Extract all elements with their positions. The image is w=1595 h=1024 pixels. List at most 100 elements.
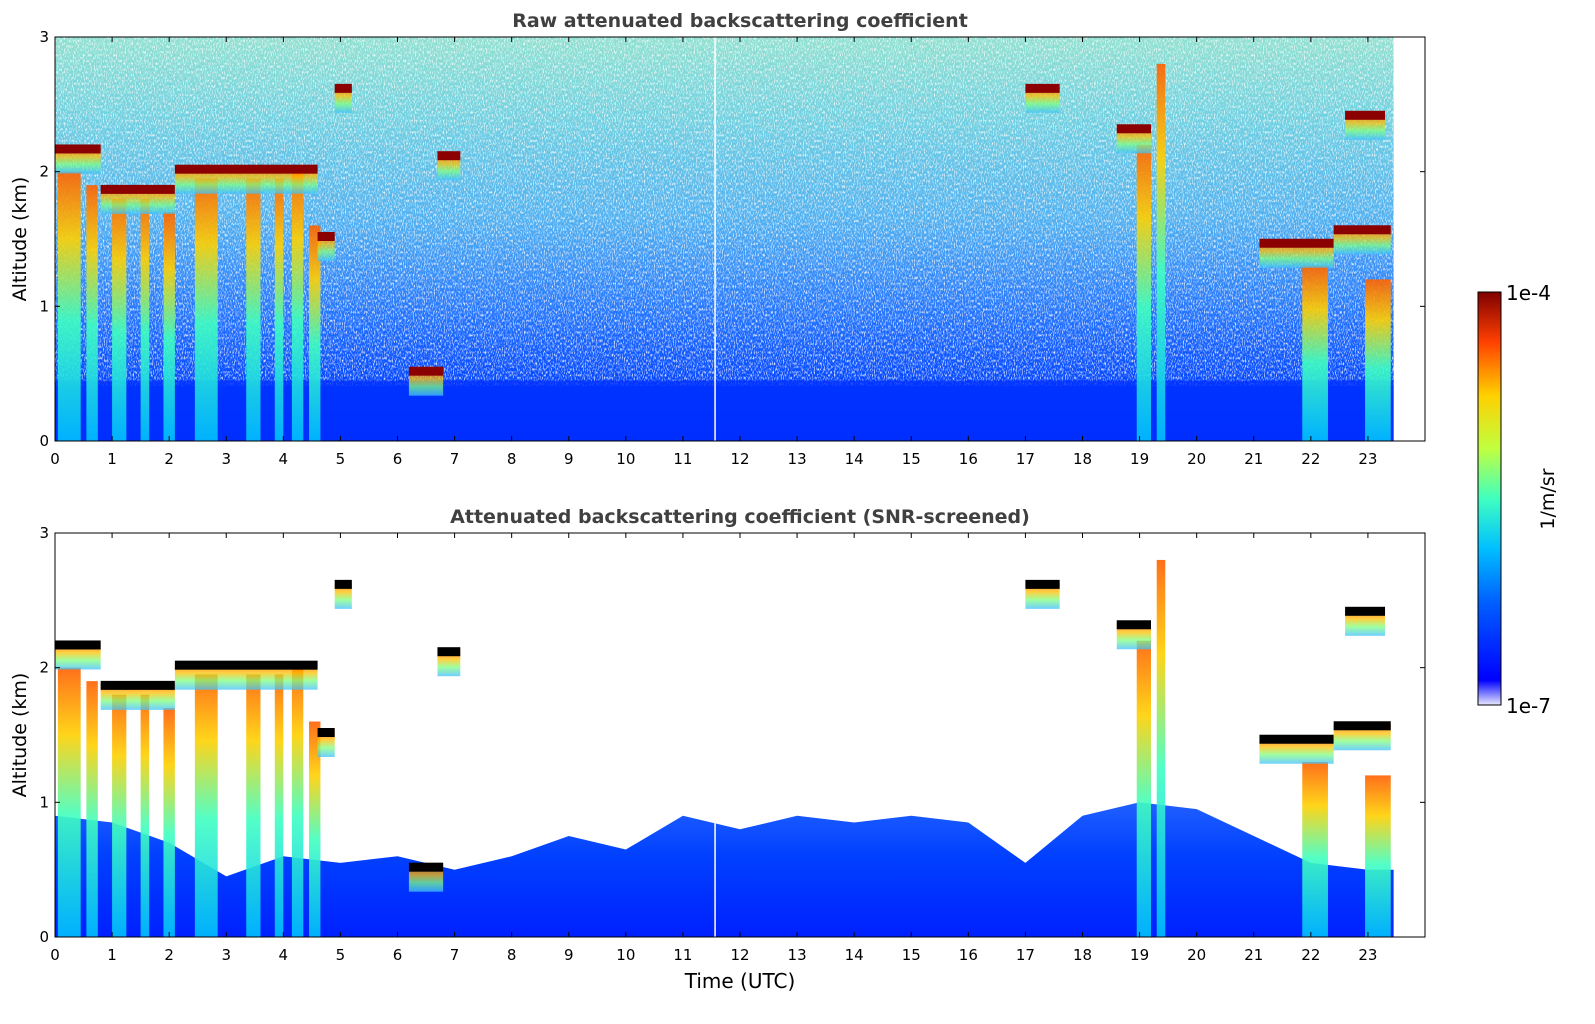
screened-cloud-core bbox=[1345, 606, 1386, 616]
raw-x-tick-label: 5 bbox=[336, 450, 346, 468]
raw-cloud-core bbox=[1116, 124, 1151, 134]
raw-cloud-core bbox=[1333, 225, 1391, 235]
raw-cloud-core bbox=[1025, 83, 1060, 93]
screened-cloud-layers bbox=[55, 579, 1391, 892]
raw-x-tick-label: 4 bbox=[279, 450, 289, 468]
raw-cloud-halo bbox=[317, 235, 335, 261]
screened-precipitation-column bbox=[140, 694, 150, 937]
raw-x-tick-label: 15 bbox=[902, 450, 921, 468]
screened-cloud-halo bbox=[334, 582, 352, 609]
raw-x-tick-label: 22 bbox=[1301, 450, 1320, 468]
screened-cloud-core bbox=[1333, 721, 1391, 731]
raw-x-tick-label: 8 bbox=[507, 450, 517, 468]
screened-cloud-core bbox=[1259, 734, 1334, 744]
screened-precipitation-column bbox=[1136, 640, 1151, 937]
raw-precipitation-columns bbox=[57, 63, 1391, 441]
screened-heatmap bbox=[55, 533, 1394, 937]
screened-precipitation-column bbox=[86, 681, 98, 937]
screened-y-tick-label: 2 bbox=[39, 659, 49, 677]
screened-y-tick-label: 0 bbox=[39, 928, 49, 946]
raw-x-tick-label: 7 bbox=[450, 450, 460, 468]
screened-x-tick-label: 9 bbox=[564, 946, 574, 964]
raw-precipitation-column bbox=[291, 171, 304, 441]
raw-x-tick-label: 3 bbox=[221, 450, 231, 468]
raw-missing-data-line bbox=[714, 37, 716, 441]
raw-y-tick-label: 1 bbox=[39, 297, 49, 315]
screened-x-tick-label: 5 bbox=[336, 946, 346, 964]
screened-cloud-halo bbox=[317, 731, 335, 757]
colorbar-unit-label: 1/m/sr bbox=[1537, 468, 1559, 529]
screened-precipitation-column bbox=[1365, 775, 1391, 937]
raw-x-tick-label: 0 bbox=[50, 450, 60, 468]
screened-y-tick-label: 1 bbox=[39, 793, 49, 811]
colorbar-min-label: 1e-7 bbox=[1506, 694, 1551, 718]
screened-x-tick-label: 14 bbox=[845, 946, 864, 964]
raw-cloud-core bbox=[437, 151, 461, 161]
x-axis-label: Time (UTC) bbox=[684, 969, 796, 993]
screened-precipitation-column bbox=[57, 667, 81, 937]
screened-precipitation-column bbox=[291, 667, 304, 937]
raw-precipitation-column bbox=[86, 185, 98, 441]
screened-x-tick-label: 19 bbox=[1130, 946, 1149, 964]
screened-x-tick-label: 23 bbox=[1358, 946, 1377, 964]
screened-x-tick-label: 3 bbox=[221, 946, 231, 964]
screened-precipitation-column bbox=[163, 708, 175, 937]
screened-x-tick-label: 17 bbox=[1016, 946, 1035, 964]
screened-x-tick-label: 10 bbox=[616, 946, 635, 964]
colorbar-gradient bbox=[1477, 291, 1502, 706]
screened-x-tick-label: 13 bbox=[788, 946, 807, 964]
raw-x-tick-label: 12 bbox=[730, 450, 749, 468]
raw-x-tick-label: 9 bbox=[564, 450, 574, 468]
screened-precipitation-column bbox=[309, 721, 321, 937]
raw-precipitation-column bbox=[57, 171, 81, 441]
raw-cloud-core bbox=[317, 232, 335, 241]
raw-precipitation-column bbox=[1302, 265, 1328, 441]
screened-precipitation-column bbox=[194, 674, 218, 937]
raw-x-tick-label: 1 bbox=[107, 450, 117, 468]
raw-x-tick-label: 17 bbox=[1016, 450, 1035, 468]
screened-precipitation-column bbox=[246, 674, 261, 937]
screened-y-tick-label: 3 bbox=[39, 524, 49, 542]
raw-x-tick-label: 10 bbox=[616, 450, 635, 468]
screened-x-tick-label: 11 bbox=[673, 946, 692, 964]
raw-cloud-core bbox=[408, 366, 444, 376]
raw-y-tick-label: 2 bbox=[39, 163, 49, 181]
raw-precipitation-column bbox=[140, 198, 150, 441]
raw-x-tick-label: 18 bbox=[1073, 450, 1092, 468]
screened-x-tick-label: 18 bbox=[1073, 946, 1092, 964]
raw-x-tick-label: 2 bbox=[164, 450, 174, 468]
screened-cloud-core bbox=[317, 728, 335, 737]
screened-x-tick-label: 20 bbox=[1187, 946, 1206, 964]
screened-cloud-core bbox=[334, 579, 352, 589]
raw-precipitation-column bbox=[309, 225, 321, 441]
raw-precipitation-column bbox=[274, 178, 284, 441]
raw-precipitation-column bbox=[1156, 63, 1166, 441]
screened-precipitation-column bbox=[1156, 559, 1166, 937]
screened-cloud-core bbox=[408, 862, 444, 872]
raw-x-tick-label: 20 bbox=[1187, 450, 1206, 468]
screened-cloud-core bbox=[55, 640, 101, 650]
raw-precipitation-column bbox=[246, 178, 261, 441]
raw-cloud-core bbox=[334, 83, 352, 93]
raw-axes: 0 1 2 3 4 5 6 7 8 9 10 11 12 13 14 15 16 17 18 19 20 21 22 2301… bbox=[39, 28, 1425, 468]
raw-x-tick-label: 19 bbox=[1130, 450, 1149, 468]
raw-precipitation-column bbox=[1365, 279, 1391, 441]
raw-cloud-core bbox=[100, 184, 175, 194]
raw-cloud-layers bbox=[55, 83, 1391, 396]
screened-x-tick-label: 2 bbox=[164, 946, 174, 964]
colorbar-max-label: 1e-4 bbox=[1506, 281, 1551, 305]
raw-cloud-halo bbox=[334, 86, 352, 113]
screened-cloud-core bbox=[1025, 579, 1060, 589]
screened-precipitation-columns bbox=[57, 559, 1391, 937]
raw-cloud-core bbox=[1345, 110, 1386, 120]
screened-panel: Attenuated backscattering coefficient (S… bbox=[9, 506, 1426, 993]
screened-x-tick-label: 6 bbox=[393, 946, 403, 964]
raw-x-tick-label: 21 bbox=[1244, 450, 1263, 468]
screened-x-tick-label: 16 bbox=[959, 946, 978, 964]
screened-x-tick-label: 8 bbox=[507, 946, 517, 964]
raw-x-tick-label: 23 bbox=[1358, 450, 1377, 468]
raw-precipitation-column bbox=[194, 178, 218, 441]
colorbar: 1e-4 1e-7 1/m/sr bbox=[1477, 281, 1559, 718]
